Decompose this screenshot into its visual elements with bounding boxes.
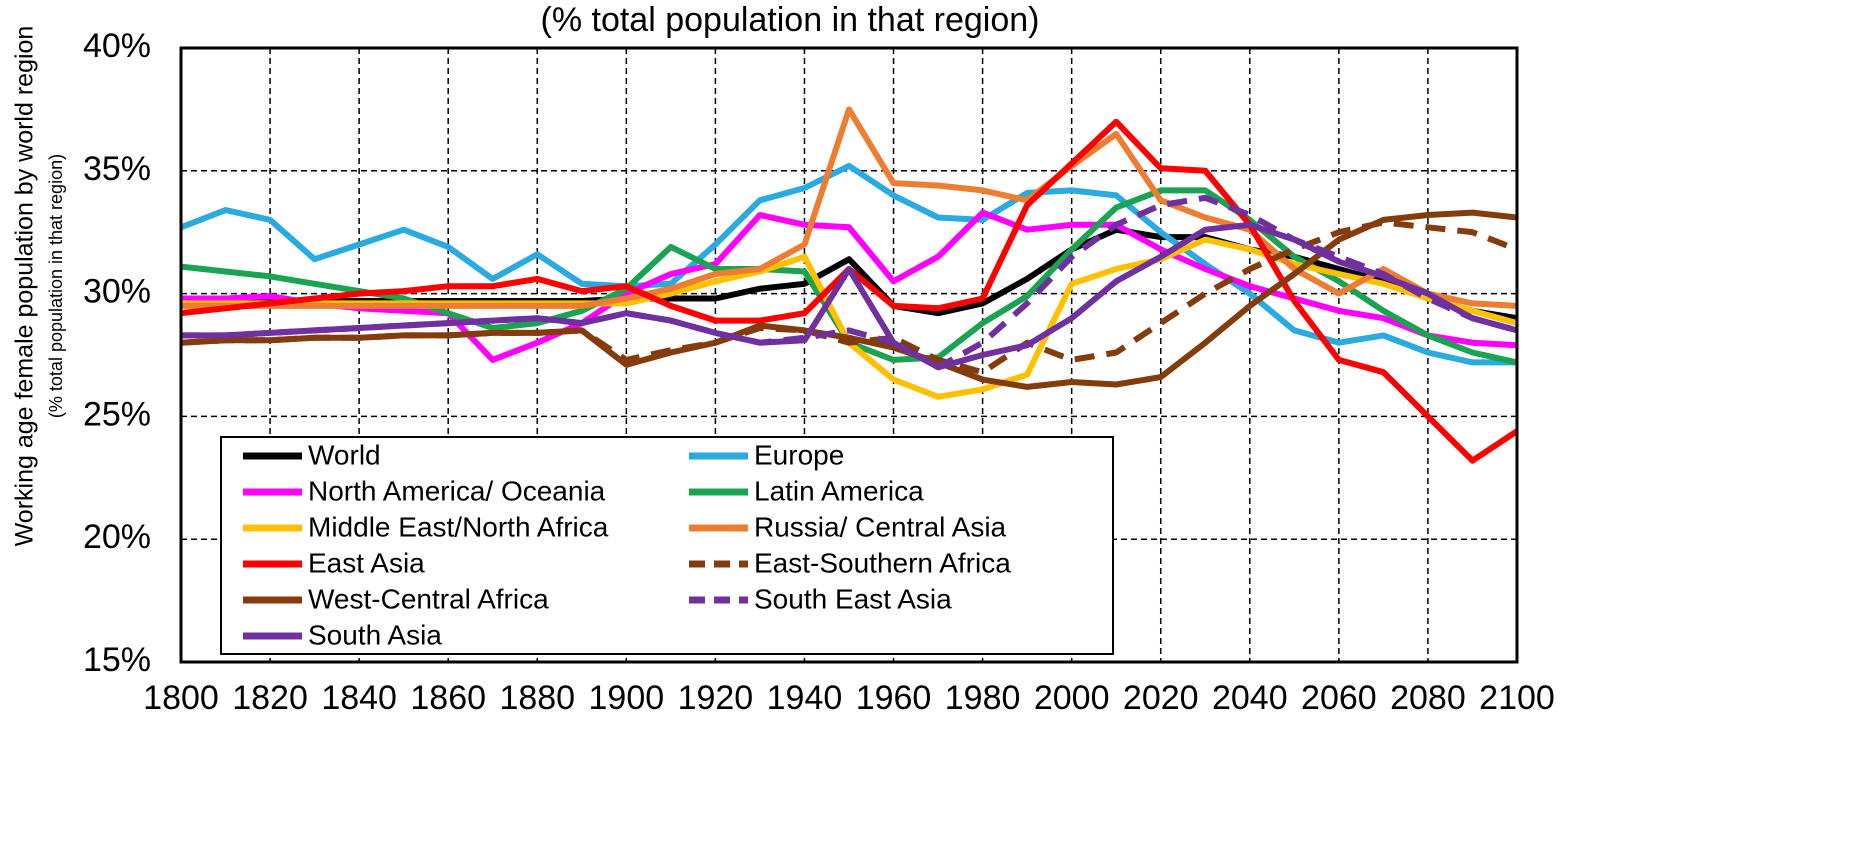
legend-label: South Asia [308,619,442,650]
series-line [181,221,1517,371]
legend-label: Russia/ Central Asia [754,511,1007,542]
x-tick-label: 1820 [232,679,308,717]
y-tick-label: 25% [83,395,151,433]
x-tick-label: 1940 [767,679,843,717]
legend-label: World [308,439,381,470]
legend-label: Latin America [754,475,924,506]
y-tick-label: 15% [83,641,151,679]
y-axis-sublabel: (% total population in that region) [46,154,66,418]
lines [181,106,1517,464]
x-tick-label: 2020 [1123,679,1199,717]
y-tick-label: 20% [83,518,151,556]
legend: World Europe North America/ Oceania Latin A… [220,436,1114,655]
series-line [181,209,1517,390]
x-tick-label: 1900 [589,679,665,717]
y-tick-label: 40% [83,27,151,65]
legend-label: South East Asia [754,583,952,614]
series-line [181,162,1517,366]
legend-label: East-Southern Africa [754,547,1011,578]
x-tick-label: 1920 [678,679,754,717]
series-line [181,118,1517,464]
x-tick-label: 2080 [1390,679,1466,717]
x-tick-label: 1960 [856,679,932,717]
x-tick-label: 1800 [143,679,219,717]
x-tick-label: 2060 [1301,679,1377,717]
y-axis-label: Working age female population by world r… [11,26,39,547]
x-tick-label: 1880 [499,679,575,717]
legend-label: Middle East/North Africa [308,511,609,542]
x-tick-label: 1840 [321,679,397,717]
series-line [181,106,1517,309]
legend-label: West-Central Africa [308,583,549,614]
x-tick-label: 2100 [1479,679,1555,717]
chart-title: (% total population in that region) [541,1,1040,39]
y-tick-label: 35% [83,150,151,188]
y-tick-label: 30% [83,273,151,311]
x-tick-label: 1980 [945,679,1021,717]
x-tick-label: 2000 [1034,679,1110,717]
plot-frame [179,46,1519,664]
legend-box [220,436,1114,655]
legend-label: Europe [754,439,844,470]
series-line [181,219,1517,376]
legend-label: North America/ Oceania [308,475,606,506]
x-tick-label: 1860 [410,679,486,717]
legend-label: East Asia [308,547,425,578]
axes: 15% 20% 25% 30% 35% 40% 1800 1820 1840 1860 1880 19… [83,27,1555,717]
x-tick-label: 2040 [1212,679,1288,717]
